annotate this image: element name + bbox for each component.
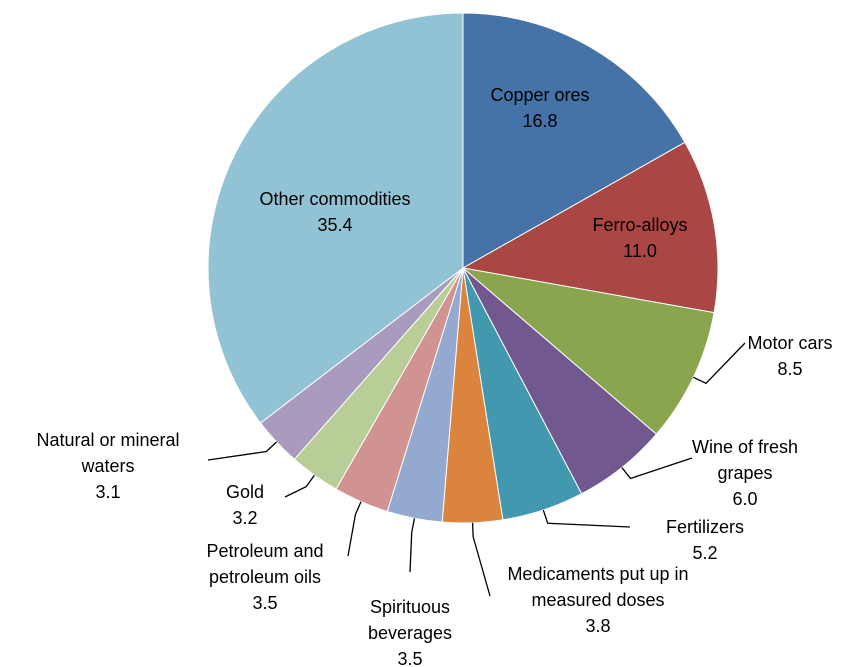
value-label: 3.5 xyxy=(252,593,278,613)
slice-label: Spirituous beverages 3.5 xyxy=(355,594,465,667)
value-label: 3.2 xyxy=(232,508,258,528)
leader-line xyxy=(347,501,362,557)
category-label: Other commodities xyxy=(259,189,411,209)
slice-label: Fertilizers 5.2 xyxy=(645,514,765,566)
leader-line xyxy=(409,518,416,573)
pie-slice xyxy=(461,141,719,314)
slice-label: Gold 3.2 xyxy=(205,479,285,531)
slice-label: Medicaments put up in measured doses 3.8 xyxy=(503,561,693,639)
leader-line xyxy=(542,509,631,528)
value-label: 5.2 xyxy=(692,543,718,563)
category-label: Motor cars xyxy=(747,333,833,353)
slice-label: Copper ores 16.8 xyxy=(460,82,620,134)
value-label: 11.0 xyxy=(623,241,657,261)
category-label: Wine of fresh grapes xyxy=(691,437,799,483)
value-label: 35.4 xyxy=(317,215,353,235)
category-label: Ferro-alloys xyxy=(592,215,688,235)
value-label: 3.5 xyxy=(397,649,423,667)
value-label: 3.8 xyxy=(585,616,611,636)
category-label: Spirituous beverages xyxy=(367,597,453,643)
leader-line xyxy=(693,342,746,385)
leader-line xyxy=(284,474,315,498)
category-label: Medicaments put up in measured doses xyxy=(507,564,689,610)
slice-label: Ferro-alloys 11.0 xyxy=(560,212,720,264)
slice-label: Natural or mineral waters 3.1 xyxy=(11,427,206,505)
pie-slice xyxy=(461,267,715,435)
slice-label: Other commodities 35.4 xyxy=(215,186,455,238)
category-label: Petroleum and petroleum oils xyxy=(206,541,324,587)
value-label: 3.1 xyxy=(95,482,121,502)
category-label: Natural or mineral waters xyxy=(36,430,180,476)
slice-label: Petroleum and petroleum oils 3.5 xyxy=(190,538,340,616)
category-label: Gold xyxy=(225,482,265,502)
slice-label: Motor cars 8.5 xyxy=(730,330,850,382)
pie-slice xyxy=(462,12,686,269)
leader-line xyxy=(621,457,693,480)
value-label: 6.0 xyxy=(732,489,758,509)
category-label: Copper ores xyxy=(490,85,590,105)
pie-slice xyxy=(207,12,464,424)
category-label: Fertilizers xyxy=(665,517,744,537)
value-label: 8.5 xyxy=(777,359,803,379)
leader-line xyxy=(471,522,491,597)
leader-line xyxy=(207,441,278,461)
value-label: 16.8 xyxy=(522,111,558,131)
slice-label: Wine of fresh grapes 6.0 xyxy=(685,434,805,512)
